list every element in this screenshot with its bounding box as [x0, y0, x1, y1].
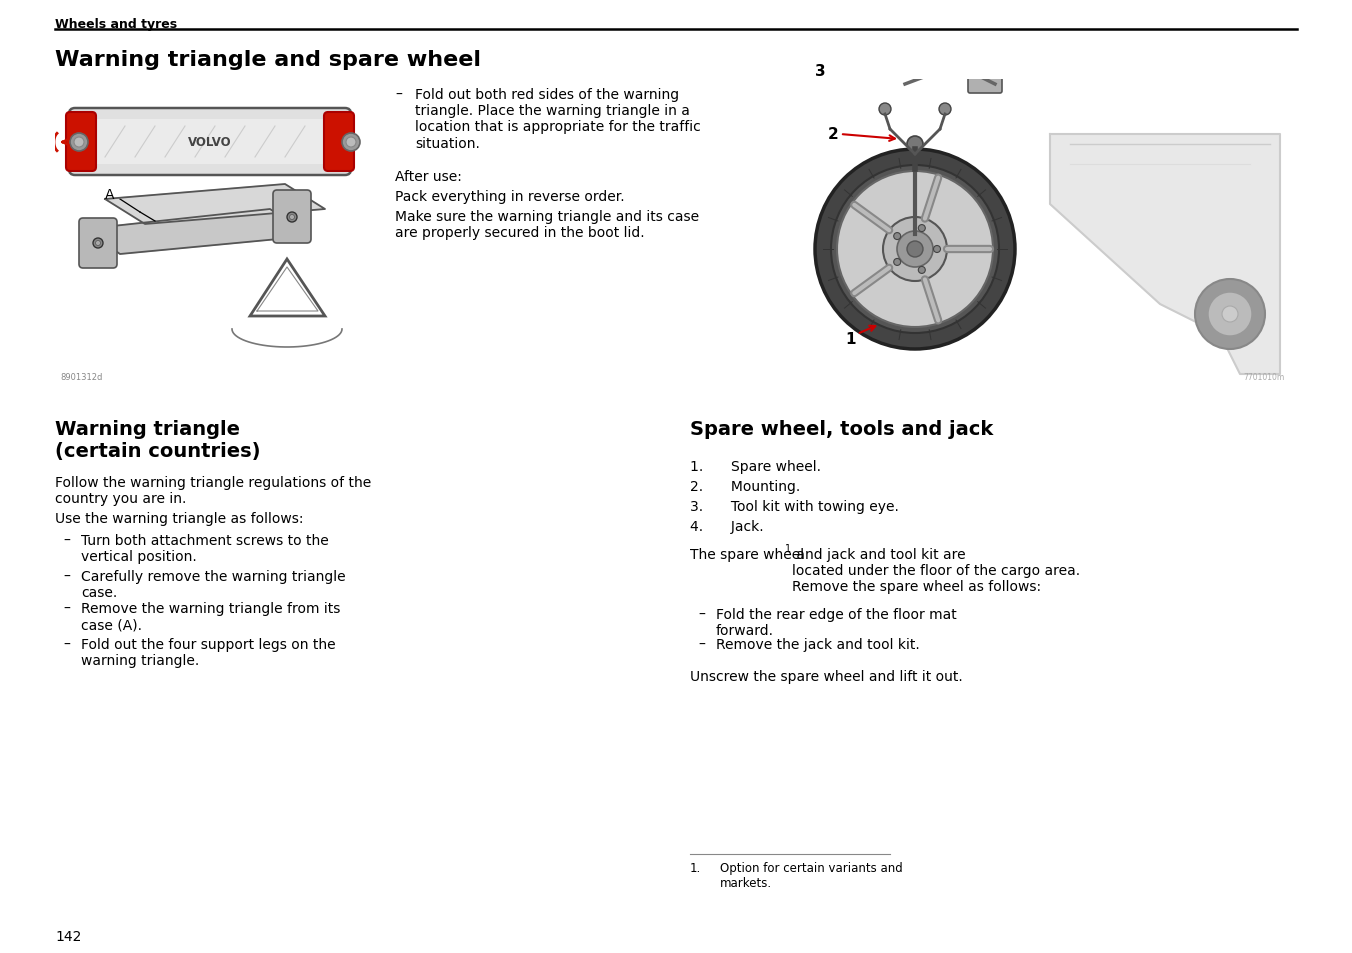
Text: –: –	[64, 638, 70, 651]
Text: –: –	[64, 569, 70, 583]
Circle shape	[287, 213, 297, 223]
FancyBboxPatch shape	[1002, 12, 1063, 38]
Circle shape	[1207, 293, 1252, 336]
Circle shape	[815, 150, 1015, 350]
Text: Spare wheel, tools and jack: Spare wheel, tools and jack	[690, 419, 994, 438]
FancyBboxPatch shape	[324, 112, 354, 172]
Circle shape	[74, 138, 84, 148]
Polygon shape	[85, 210, 310, 254]
Text: Use the warning triangle as follows:: Use the warning triangle as follows:	[55, 512, 303, 525]
FancyBboxPatch shape	[92, 120, 329, 165]
Text: Follow the warning triangle regulations of the
country you are in.: Follow the warning triangle regulations …	[55, 476, 372, 506]
Text: 4.  Jack.: 4. Jack.	[690, 519, 764, 534]
Circle shape	[342, 133, 360, 152]
Text: –: –	[698, 638, 704, 651]
Circle shape	[70, 133, 88, 152]
FancyBboxPatch shape	[78, 219, 118, 269]
Text: 1: 1	[845, 333, 856, 347]
Circle shape	[933, 246, 941, 253]
Circle shape	[346, 138, 356, 148]
Text: A: A	[105, 188, 115, 202]
Text: Warning triangle and spare wheel: Warning triangle and spare wheel	[55, 50, 481, 70]
Text: –: –	[64, 534, 70, 547]
Circle shape	[1222, 307, 1238, 323]
Circle shape	[93, 239, 103, 249]
Circle shape	[907, 242, 923, 257]
Text: 1.: 1.	[690, 862, 702, 874]
FancyBboxPatch shape	[1013, 1, 1052, 19]
Circle shape	[896, 232, 933, 268]
Text: –: –	[698, 607, 704, 621]
Circle shape	[940, 104, 950, 116]
Circle shape	[289, 215, 295, 220]
Text: Warning triangle: Warning triangle	[55, 419, 241, 438]
Circle shape	[918, 267, 925, 274]
Text: –: –	[395, 88, 402, 102]
FancyBboxPatch shape	[273, 191, 311, 244]
Circle shape	[1195, 280, 1265, 350]
FancyBboxPatch shape	[66, 112, 96, 172]
Text: 2: 2	[827, 128, 838, 142]
Text: 2.  Mounting.: 2. Mounting.	[690, 479, 800, 494]
Circle shape	[883, 218, 946, 282]
FancyBboxPatch shape	[69, 109, 352, 175]
Text: Unscrew the spare wheel and lift it out.: Unscrew the spare wheel and lift it out.	[690, 669, 963, 683]
Text: Remove the warning triangle from its
case (A).: Remove the warning triangle from its cas…	[81, 601, 341, 632]
Text: 3.  Tool kit with towing eye.: 3. Tool kit with towing eye.	[690, 499, 899, 514]
Circle shape	[907, 137, 923, 152]
Text: The spare wheel: The spare wheel	[690, 547, 804, 561]
Circle shape	[96, 241, 100, 246]
Text: 1: 1	[786, 543, 791, 554]
Text: 1.  Spare wheel.: 1. Spare wheel.	[690, 459, 821, 474]
Text: Carefully remove the warning triangle
case.: Carefully remove the warning triangle ca…	[81, 569, 346, 599]
Circle shape	[918, 225, 925, 233]
Text: VOLVO: VOLVO	[188, 136, 231, 149]
Circle shape	[837, 172, 992, 328]
FancyBboxPatch shape	[968, 68, 1002, 94]
Polygon shape	[1051, 135, 1280, 375]
Text: After use:: After use:	[395, 170, 462, 184]
Text: 142: 142	[55, 929, 81, 943]
Circle shape	[894, 233, 900, 240]
Text: Fold the rear edge of the floor mat
forward.: Fold the rear edge of the floor mat forw…	[717, 607, 957, 638]
Circle shape	[831, 166, 999, 334]
Text: –: –	[64, 601, 70, 616]
Circle shape	[879, 104, 891, 116]
Text: Fold out both red sides of the warning
triangle. Place the warning triangle in a: Fold out both red sides of the warning t…	[415, 88, 700, 151]
Text: Remove the jack and tool kit.: Remove the jack and tool kit.	[717, 638, 919, 651]
Text: 8901312d: 8901312d	[59, 373, 103, 381]
Text: Wheels and tyres: Wheels and tyres	[55, 18, 177, 30]
Text: Option for certain variants and
markets.: Option for certain variants and markets.	[721, 862, 903, 889]
Text: Pack everything in reverse order.: Pack everything in reverse order.	[395, 190, 625, 204]
Text: (certain countries): (certain countries)	[55, 441, 261, 460]
Text: 3: 3	[815, 65, 826, 79]
Circle shape	[894, 259, 900, 266]
Text: Fold out the four support legs on the
warning triangle.: Fold out the four support legs on the wa…	[81, 638, 335, 667]
Text: Make sure the warning triangle and its case
are properly secured in the boot lid: Make sure the warning triangle and its c…	[395, 210, 699, 240]
Text: Turn both attachment screws to the
vertical position.: Turn both attachment screws to the verti…	[81, 534, 329, 563]
Polygon shape	[105, 185, 324, 225]
Text: and jack and tool kit are
located under the floor of the cargo area.
Remove the : and jack and tool kit are located under …	[792, 547, 1080, 594]
Text: 7701010m: 7701010m	[1244, 373, 1284, 381]
